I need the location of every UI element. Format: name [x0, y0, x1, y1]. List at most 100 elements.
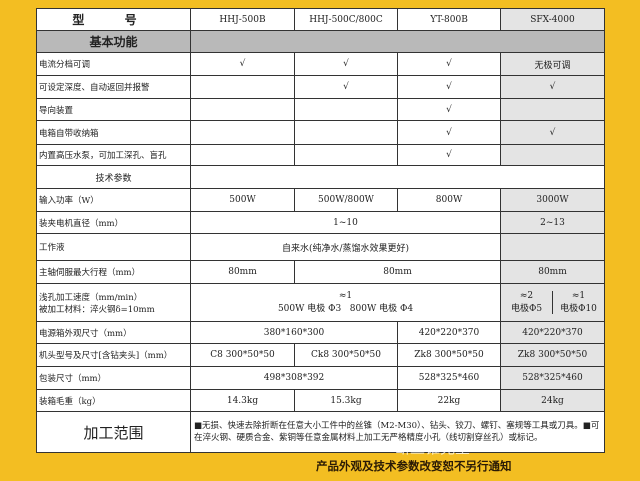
param-label: 装箱毛重（kg） — [36, 389, 191, 412]
table-cell: 14.3kg — [190, 389, 295, 412]
table-cell: 800W — [397, 188, 501, 212]
scope-text: ■无损、快速去除折断在任意大小工件中的丝锥（M2-M30）、钻头、铰刀、螺钉、塞… — [190, 411, 605, 453]
table-cell — [190, 165, 605, 189]
feature-value: 无极可调 — [500, 52, 605, 76]
speed-note: 500W 电极 Φ3 800W 电极 Φ4 — [277, 304, 414, 314]
param-label: 装夹电机直径（mm） — [36, 211, 191, 234]
param-label: 包装尺寸（mm） — [36, 366, 191, 390]
header-row: 型 号 HHJ-500B HHJ-500C/800C YT-800B SFX-4… — [36, 8, 605, 31]
speed-note: 电极Φ5 — [510, 304, 543, 314]
section-row: 基本功能 — [36, 30, 605, 53]
param-label: 输入功率（W） — [36, 188, 191, 212]
feature-label: 电流分档可调 — [36, 52, 191, 76]
feature-label: 可设定深度、自动返回并报警 — [36, 75, 191, 99]
param-label: 工作液 — [36, 233, 191, 261]
table-cell: ≈1 500W 电极 Φ3 800W 电极 Φ4 — [190, 283, 501, 322]
feature-value: √ — [397, 144, 501, 166]
table-row: 主轴伺服最大行程（mm） 80mm 80mm 80mm — [36, 260, 605, 284]
model-label: 型 号 — [36, 8, 191, 31]
feature-value: √ — [500, 75, 605, 99]
feature-value: √ — [500, 120, 605, 145]
feature-value — [190, 75, 295, 99]
table-cell: 22kg — [397, 389, 501, 412]
table-row: 导向装置 √ — [36, 98, 605, 121]
model-name: HHJ-500C/800C — [294, 8, 398, 31]
section-row: 技术参数 — [36, 165, 605, 189]
model-name: SFX-4000 — [500, 8, 605, 31]
feature-value: √ — [190, 52, 295, 76]
table-cell: Zk8 300*50*50 — [500, 343, 605, 367]
model-name: HHJ-500B — [190, 8, 295, 31]
table-cell: Ck8 300*50*50 — [294, 343, 398, 367]
speed-value: ≈1 — [571, 291, 586, 301]
model-name: YT-800B — [397, 8, 501, 31]
footer-notice: 产品外观及技术参数改变恕不另行通知 — [316, 459, 512, 473]
param-label: 主轴伺服最大行程（mm） — [36, 260, 191, 284]
speed-value: ≈1 — [338, 291, 353, 301]
feature-value: √ — [294, 75, 398, 99]
table-cell: 3000W — [500, 188, 605, 212]
spec-table: 型 号 HHJ-500B HHJ-500C/800C YT-800B SFX-4… — [36, 8, 605, 453]
table-row: 内置高压水泵，可加工深孔、盲孔 √ — [36, 144, 605, 166]
feature-value: √ — [397, 52, 501, 76]
label-line: 被加工材料：淬火钢δ=10mm — [39, 304, 155, 315]
table-cell — [500, 233, 605, 261]
table-row: 输入功率（W） 500W 500W/800W 800W 3000W — [36, 188, 605, 212]
table-row: 装夹电机直径（mm） 1~10 2~13 — [36, 211, 605, 234]
table-cell: 1~10 — [190, 211, 501, 234]
param-label: 电源箱外观尺寸（mm） — [36, 321, 191, 344]
section-title: 基本功能 — [36, 30, 191, 53]
feature-value — [294, 120, 398, 145]
feature-value — [190, 120, 295, 145]
param-label: 机头型号及尺寸[含钻夹头]（mm） — [36, 343, 191, 367]
section-title: 技术参数 — [36, 165, 191, 189]
table-row: 电流分档可调 √ √ √ 无极可调 — [36, 52, 605, 76]
table-cell: 24kg — [500, 389, 605, 412]
table-cell: 15.3kg — [294, 389, 398, 412]
table-cell: 420*220*370 — [397, 321, 501, 344]
speed-value: ≈2 — [519, 291, 534, 301]
speed-note: 电极Φ10 — [560, 304, 597, 314]
table-cell: 80mm — [500, 260, 605, 284]
table-cell: 528*325*460 — [397, 366, 501, 390]
table-cell: 自来水(纯净水/蒸馏水效果更好) — [190, 233, 501, 261]
scope-label: 加工范围 — [36, 411, 191, 453]
feature-label: 电箱自带收纳箱 — [36, 120, 191, 145]
feature-value — [294, 98, 398, 121]
table-row: 装箱毛重（kg） 14.3kg 15.3kg 22kg 24kg — [36, 389, 605, 412]
table-row: 机头型号及尺寸[含钻夹头]（mm） C8 300*50*50 Ck8 300*50*… — [36, 343, 605, 367]
table-cell: 420*220*370 — [500, 321, 605, 344]
table-cell: 80mm — [294, 260, 501, 284]
speed-sub: ≈2 电极Φ5 — [502, 291, 553, 314]
table-cell: 500W — [190, 188, 295, 212]
table-cell: 2~13 — [500, 211, 605, 234]
label-line: 浅孔加工速度（mm/min） — [39, 292, 143, 303]
feature-value — [190, 98, 295, 121]
feature-label: 内置高压水泵，可加工深孔、盲孔 — [36, 144, 191, 166]
table-cell: C8 300*50*50 — [190, 343, 295, 367]
watermark: 断丝锥克星 — [395, 439, 471, 457]
feature-value: √ — [294, 52, 398, 76]
table-cell: ≈2 电极Φ5 ≈1 电极Φ10 — [500, 283, 605, 322]
feature-value — [294, 144, 398, 166]
table-row: 可设定深度、自动返回并报警 √ √ √ — [36, 75, 605, 99]
table-cell: 498*308*392 — [190, 366, 398, 390]
table-row: 包装尺寸（mm） 498*308*392 528*325*460 528*325*46… — [36, 366, 605, 390]
feature-label: 导向装置 — [36, 98, 191, 121]
table-cell: 80mm — [190, 260, 295, 284]
feature-value — [500, 144, 605, 166]
speed-sub: ≈1 电极Φ10 — [553, 291, 604, 314]
table-cell: Zk8 300*50*50 — [397, 343, 501, 367]
table-row: 工作液 自来水(纯净水/蒸馏水效果更好) — [36, 233, 605, 261]
table-row: 电箱自带收纳箱 √ √ — [36, 120, 605, 145]
feature-value: √ — [397, 120, 501, 145]
table-row: 电源箱外观尺寸（mm） 380*160*300 420*220*370 420*220… — [36, 321, 605, 344]
table-cell: 380*160*300 — [190, 321, 398, 344]
feature-value — [500, 98, 605, 121]
feature-value: √ — [397, 98, 501, 121]
feature-value — [190, 144, 295, 166]
table-row: 浅孔加工速度（mm/min） 被加工材料：淬火钢δ=10mm ≈1 500W 电极 Φ… — [36, 283, 605, 322]
table-cell: 500W/800W — [294, 188, 398, 212]
table-cell: 528*325*460 — [500, 366, 605, 390]
feature-value: √ — [397, 75, 501, 99]
